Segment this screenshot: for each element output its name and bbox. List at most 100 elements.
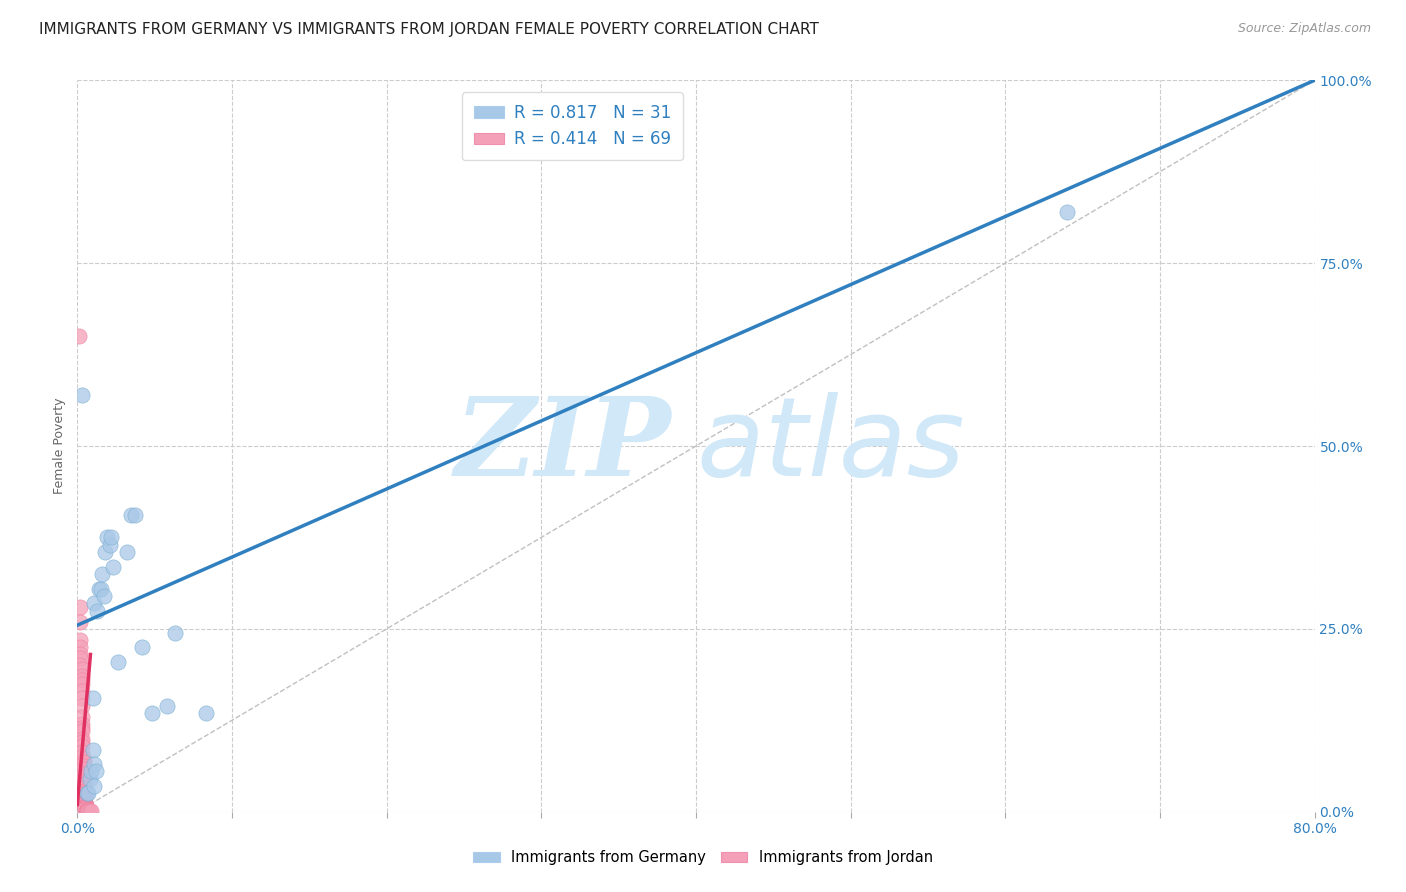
- Point: [76, 803, 98, 817]
- Point: [96, 530, 118, 544]
- Legend: R = 0.817   N = 31, R = 0.414   N = 69: R = 0.817 N = 31, R = 0.414 N = 69: [463, 92, 682, 160]
- Point: [77, 803, 100, 817]
- Point: [100, 530, 122, 544]
- Point: [72, 755, 94, 769]
- Point: [75, 799, 96, 814]
- Text: Source: ZipAtlas.com: Source: ZipAtlas.com: [1237, 22, 1371, 36]
- Point: [72, 752, 94, 766]
- Point: [90, 582, 111, 596]
- Point: [70, 669, 93, 683]
- Point: [70, 673, 93, 687]
- Point: [69, 632, 91, 647]
- Point: [77, 803, 100, 817]
- Point: [75, 802, 96, 816]
- Point: [75, 801, 96, 815]
- Point: [72, 789, 94, 803]
- Point: [69, 599, 91, 614]
- Point: [1056, 205, 1078, 219]
- Point: [131, 640, 153, 655]
- Point: [94, 545, 117, 559]
- Point: [93, 589, 115, 603]
- Text: ZIP: ZIP: [454, 392, 671, 500]
- Point: [70, 388, 93, 402]
- Point: [107, 655, 129, 669]
- Point: [80, 764, 103, 779]
- Point: [70, 676, 93, 690]
- Point: [75, 802, 96, 816]
- Point: [70, 709, 93, 723]
- Point: [69, 640, 91, 655]
- Point: [77, 787, 100, 801]
- Point: [76, 803, 98, 817]
- Point: [70, 721, 93, 735]
- Point: [76, 803, 98, 817]
- Point: [67, 329, 90, 343]
- Point: [83, 779, 105, 793]
- Point: [70, 698, 93, 713]
- Point: [86, 603, 108, 617]
- Text: atlas: atlas: [696, 392, 965, 500]
- Point: [75, 799, 96, 814]
- Point: [70, 684, 93, 698]
- Point: [70, 739, 93, 753]
- Point: [75, 797, 96, 812]
- Legend: Immigrants from Germany, Immigrants from Jordan: Immigrants from Germany, Immigrants from…: [467, 845, 939, 871]
- Point: [72, 777, 94, 791]
- Point: [83, 596, 105, 610]
- Point: [72, 770, 94, 784]
- Point: [72, 766, 94, 780]
- Text: IMMIGRANTS FROM GERMANY VS IMMIGRANTS FROM JORDAN FEMALE POVERTY CORRELATION CHA: IMMIGRANTS FROM GERMANY VS IMMIGRANTS FR…: [39, 22, 820, 37]
- Point: [70, 717, 93, 731]
- Point: [163, 625, 186, 640]
- Point: [75, 798, 96, 813]
- Point: [79, 772, 101, 786]
- Point: [76, 803, 98, 817]
- Point: [70, 745, 93, 759]
- Point: [72, 791, 94, 805]
- Point: [141, 706, 163, 720]
- Point: [70, 691, 93, 706]
- Point: [72, 796, 94, 810]
- Point: [72, 794, 94, 808]
- Point: [91, 567, 114, 582]
- Point: [70, 735, 93, 749]
- Point: [84, 764, 107, 779]
- Point: [87, 582, 110, 596]
- Point: [72, 789, 94, 803]
- Point: [115, 545, 138, 559]
- Point: [70, 724, 93, 739]
- Point: [72, 780, 94, 795]
- Point: [72, 762, 94, 776]
- Y-axis label: Female Poverty: Female Poverty: [52, 398, 66, 494]
- Point: [69, 615, 91, 629]
- Point: [72, 759, 94, 773]
- Point: [69, 658, 91, 673]
- Point: [76, 787, 98, 801]
- Point: [83, 757, 105, 772]
- Point: [76, 803, 98, 817]
- Point: [70, 749, 93, 764]
- Point: [70, 731, 93, 746]
- Point: [72, 790, 94, 805]
- Point: [75, 797, 96, 812]
- Point: [69, 648, 91, 662]
- Point: [75, 801, 96, 815]
- Point: [156, 698, 179, 713]
- Point: [77, 804, 100, 818]
- Point: [70, 662, 93, 676]
- Point: [101, 559, 124, 574]
- Point: [98, 538, 121, 552]
- Point: [75, 801, 96, 815]
- Point: [76, 803, 98, 817]
- Point: [72, 774, 94, 789]
- Point: [79, 804, 101, 818]
- Point: [69, 651, 91, 665]
- Point: [82, 742, 104, 756]
- Point: [194, 706, 217, 720]
- Point: [80, 804, 103, 818]
- Point: [75, 798, 96, 813]
- Point: [121, 508, 143, 523]
- Point: [75, 801, 96, 815]
- Point: [76, 803, 98, 817]
- Point: [76, 803, 98, 817]
